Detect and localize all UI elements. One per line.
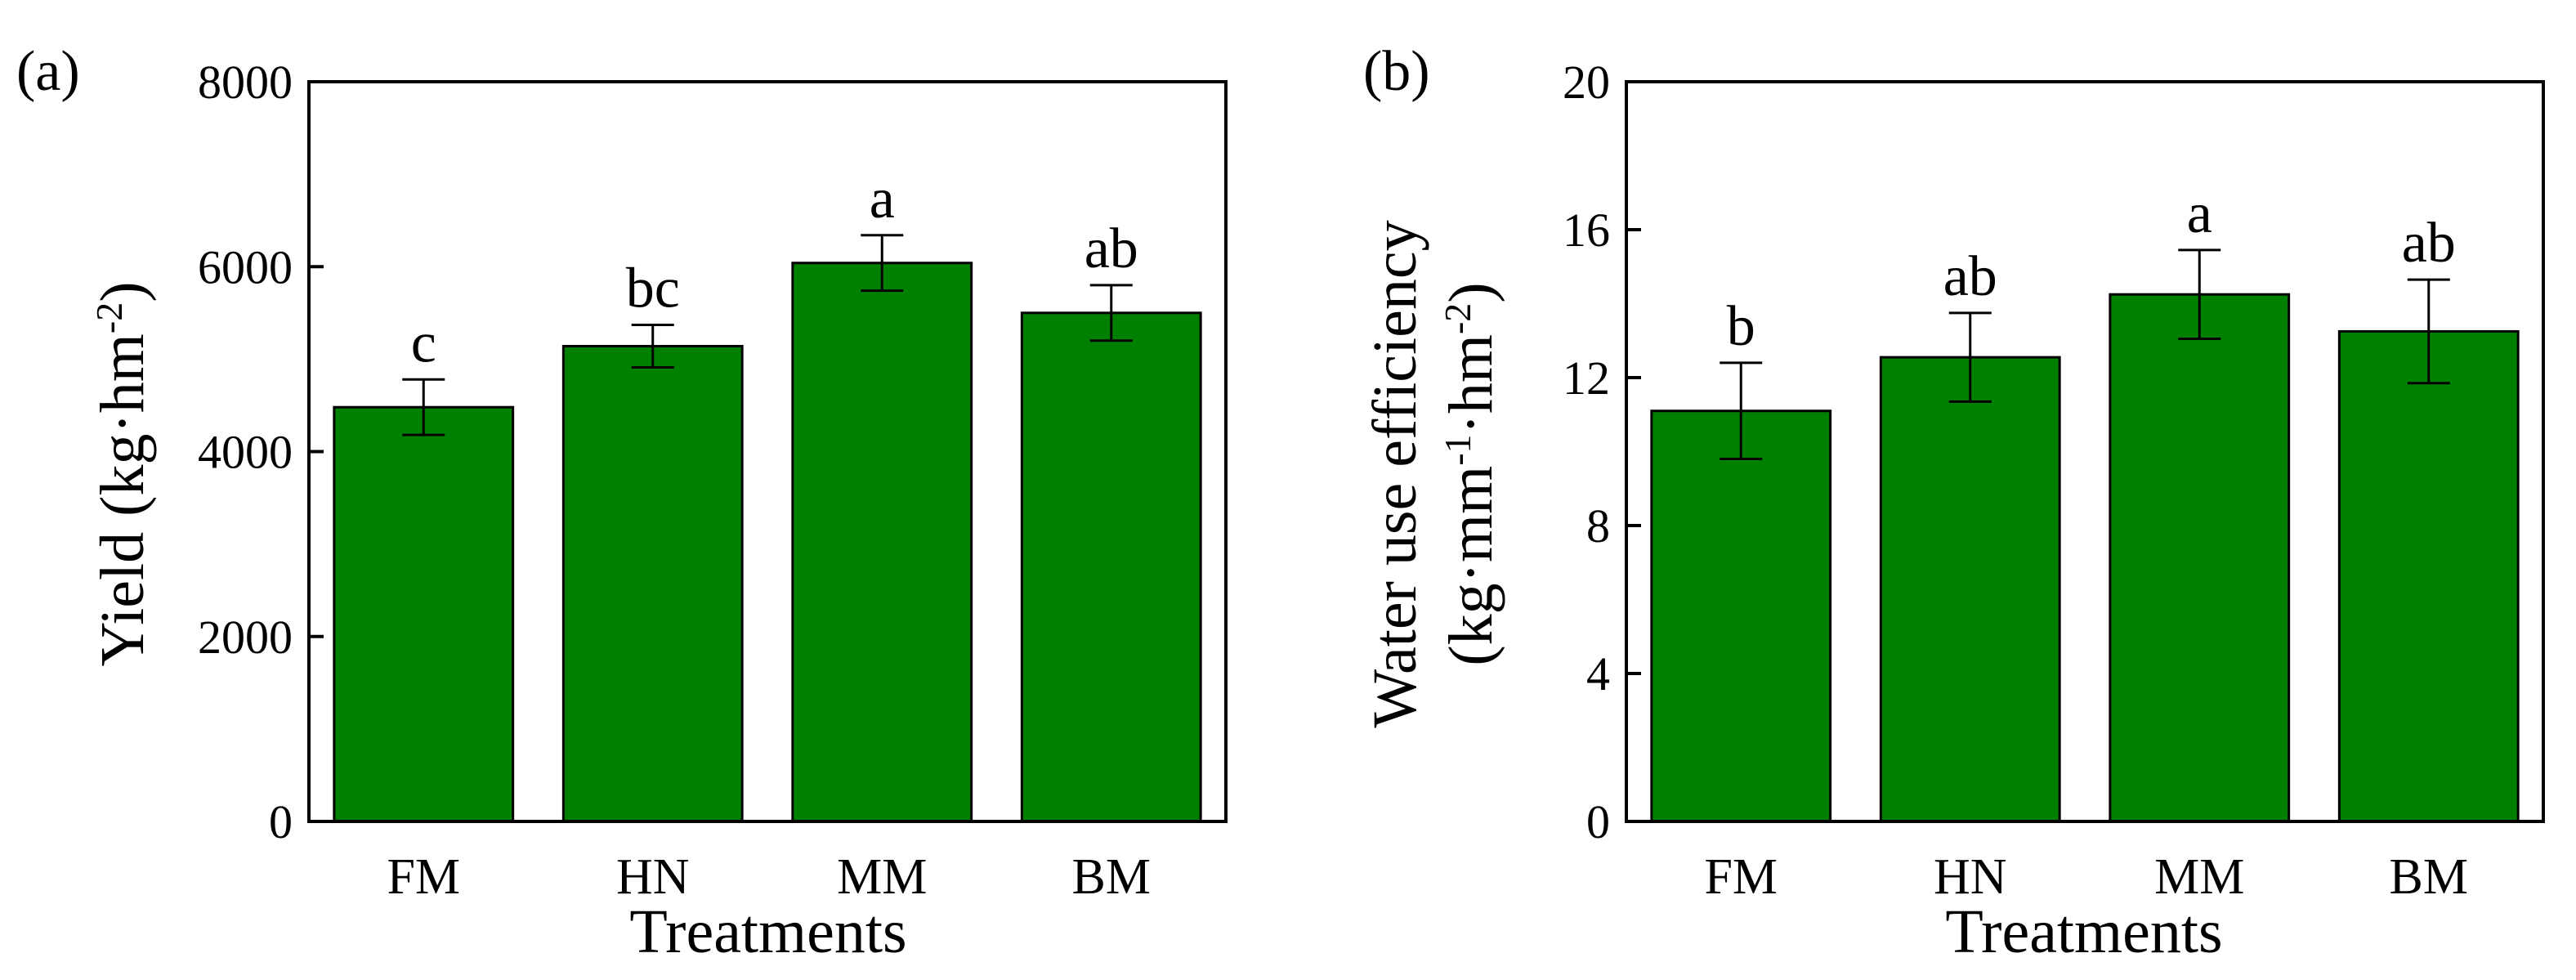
panel-b-ytick-label: 12 bbox=[1563, 351, 1610, 405]
panel-a-significance-mm: a bbox=[870, 168, 895, 230]
panel-a-category-mm: MM bbox=[837, 849, 927, 905]
panel-b-category-mm: MM bbox=[2154, 849, 2244, 905]
panel-b-ytick-label: 4 bbox=[1586, 647, 1610, 700]
panel-b-bar-bm bbox=[2337, 329, 2520, 823]
panel-b-ytick-label: 8 bbox=[1586, 499, 1610, 553]
panel-a-significance-hn: bc bbox=[626, 257, 680, 320]
panel-b-bar-hn bbox=[1879, 356, 2061, 823]
panel-a-bar-fm bbox=[333, 405, 515, 823]
panel-a-axes-frame bbox=[307, 80, 1228, 823]
panel-b: (b) Water use efficiency (kg·mm-1·hm-2) … bbox=[1361, 40, 2545, 966]
panel-a-errorbar-mm bbox=[861, 234, 904, 293]
panel-b-plot: 0 4 8 12 16 20 b FM ab HN a MM ab BM bbox=[1563, 56, 2545, 905]
panel-a-significance-bm: ab bbox=[1085, 217, 1138, 280]
panel-b-errorbar-bm bbox=[2407, 278, 2450, 385]
panel-b-ylabel-line1: Water use efficiency bbox=[1361, 220, 1429, 727]
panel-b-bar-mm bbox=[2109, 293, 2291, 823]
panel-b-significance-fm: b bbox=[1727, 295, 1755, 358]
panel-a-category-bm: BM bbox=[1072, 849, 1151, 905]
panel-a-bar-bm bbox=[1020, 311, 1202, 823]
panel-a-ytick-label: 2000 bbox=[198, 611, 293, 664]
panel-b-ylabel-line2: (kg·mm-1·hm-2) bbox=[1437, 282, 1505, 665]
panel-b-category-hn: HN bbox=[1934, 849, 2007, 905]
panel-a-ytick-label: 0 bbox=[269, 795, 293, 848]
panel-a-errorbar-fm bbox=[402, 378, 445, 436]
panel-b-xlabel: Treatments bbox=[1945, 897, 2222, 966]
panel-a-category-hn: HN bbox=[616, 849, 690, 905]
panel-a-errorbar-hn bbox=[631, 324, 674, 369]
panel-b-significance-mm: a bbox=[2187, 182, 2212, 245]
panel-a-significance-fm: c bbox=[411, 311, 436, 374]
panel-b-errorbar-hn bbox=[1948, 311, 1992, 403]
panel-a-errorbar-bm bbox=[1089, 284, 1133, 342]
panel-b-ytick-label: 20 bbox=[1563, 56, 1610, 109]
panel-b-axes-frame bbox=[1625, 80, 2545, 823]
panel-a-category-fm: FM bbox=[387, 849, 460, 905]
panel-b-significance-hn: ab bbox=[1943, 245, 1997, 308]
panel-b-label: (b) bbox=[1363, 40, 1430, 103]
panel-b-errorbar-fm bbox=[1720, 361, 1763, 461]
panel-a-ytick-label: 6000 bbox=[198, 240, 293, 293]
panel-b-ytick-label: 0 bbox=[1586, 795, 1610, 848]
panel-a-bar-mm bbox=[791, 262, 973, 823]
panel-b-errorbar-mm bbox=[2178, 248, 2221, 340]
panel-b-significance-bm: ab bbox=[2402, 212, 2456, 275]
panel-a-ylabel: Yield (kg·hm-2) bbox=[88, 281, 157, 666]
panel-b-ytick-label: 16 bbox=[1563, 204, 1610, 257]
panel-a-label: (a) bbox=[16, 40, 80, 103]
panel-a: (a) Yield (kg·hm-2) Treatments 0 2000 4000… bbox=[16, 40, 1228, 966]
panel-b-category-fm: FM bbox=[1704, 849, 1778, 905]
panel-a-ytick-label: 8000 bbox=[198, 56, 293, 109]
panel-b-category-bm: BM bbox=[2390, 849, 2468, 905]
panel-a-ytick-label: 4000 bbox=[198, 426, 293, 479]
panel-a-plot: 0 2000 4000 6000 8000 c FM bc HN a MM ab BM bbox=[198, 56, 1228, 905]
panel-a-bar-hn bbox=[561, 345, 744, 823]
panel-b-bar-fm bbox=[1650, 409, 1832, 823]
panel-a-xlabel: Treatments bbox=[629, 897, 906, 966]
